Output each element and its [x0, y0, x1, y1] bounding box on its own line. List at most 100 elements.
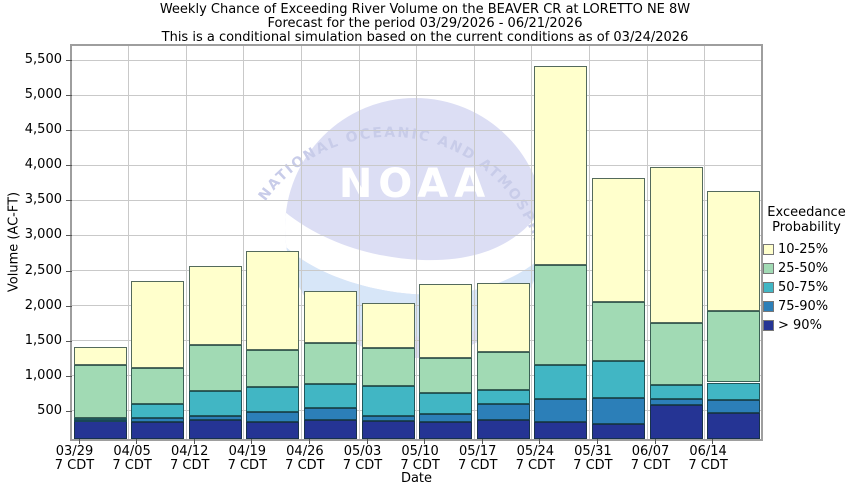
bar-segment-2550	[246, 349, 300, 388]
bar-segment-1025	[649, 166, 703, 324]
x-tick-label: 03/29 7 CDT	[46, 445, 104, 473]
bar-segment-7590	[188, 416, 242, 421]
x-gridline	[185, 46, 187, 439]
legend-swatch	[763, 263, 774, 274]
x-tick-label: 05/03 7 CDT	[334, 445, 392, 473]
chart-title: Weekly Chance of Exceeding River Volume …	[159, 2, 691, 17]
y-tick	[66, 270, 72, 272]
legend-label: 75-90%	[778, 299, 829, 314]
bar-segment-2550	[73, 365, 127, 418]
bar-segment-5075	[131, 403, 185, 419]
bar-segment-1025	[707, 191, 761, 311]
x-gridline	[531, 46, 533, 439]
bar-segment-1025	[476, 282, 530, 352]
bar-segment-7590	[476, 403, 530, 421]
bar-segment-2550	[476, 351, 530, 390]
bar-segment-90	[303, 420, 357, 439]
x-tick	[366, 439, 368, 444]
bar-segment-90	[131, 421, 185, 439]
bar-segment-90	[361, 421, 415, 439]
bar-segment-7590	[591, 397, 645, 424]
y-tick-label: 5,000	[24, 87, 62, 103]
bar-segment-5075	[361, 386, 415, 417]
bar-segment-90	[188, 420, 242, 439]
bar-segment-7590	[534, 399, 588, 422]
x-tick-time: 7 CDT	[573, 458, 613, 473]
bar-segment-7590	[303, 408, 357, 421]
x-tick-label: 05/17 7 CDT	[449, 445, 507, 473]
legend-swatch	[763, 282, 774, 293]
bar-segment-1025	[591, 177, 645, 303]
y-tick	[66, 130, 72, 132]
x-tick-time: 7 CDT	[515, 458, 556, 473]
bar-segment-5075	[303, 384, 357, 409]
x-tick-label: 04/19 7 CDT	[218, 445, 276, 473]
bar-segment-90	[476, 420, 530, 439]
x-tick-date: 05/03	[343, 444, 382, 459]
x-tick-date: 04/19	[228, 444, 267, 459]
noaa-ring-text: NATIONAL OCEANIC AND ATMOSPHERIC ADMINIS…	[72, 46, 552, 315]
bar-segment-7590	[649, 399, 703, 405]
bar-segment-2550	[534, 265, 588, 365]
bar-segment-5075	[707, 382, 761, 401]
legend-label: > 90%	[778, 318, 822, 333]
plot-area: NOAA NATIONAL OCEANIC AND ATMOSPHERIC AD…	[72, 46, 761, 439]
y-tick-label: 2,000	[24, 297, 62, 313]
x-tick-time: 7 CDT	[400, 458, 440, 473]
y-tick	[66, 340, 72, 342]
chart-subtitle: Forecast for the period 03/29/2026 - 06/…	[267, 16, 583, 31]
x-gridline	[646, 46, 648, 439]
x-tick	[654, 439, 656, 444]
bar-segment-7590	[246, 412, 300, 423]
y-tick	[66, 235, 72, 237]
x-tick	[539, 439, 541, 444]
y-tick-label: 500	[37, 402, 62, 418]
bar-segment-7590	[131, 418, 185, 422]
x-gridline	[588, 46, 590, 439]
legend-label: 10-25%	[778, 242, 829, 257]
x-gridline	[128, 46, 130, 439]
legend-item: 75-90%	[763, 297, 850, 316]
legend-swatch	[763, 320, 774, 331]
x-gridline	[473, 46, 475, 439]
bar-segment-5075	[188, 391, 242, 417]
x-tick-label: 05/31 7 CDT	[564, 445, 622, 473]
bar-segment-7590	[419, 414, 473, 422]
bar-segment-2550	[361, 348, 415, 386]
x-tick	[136, 439, 138, 444]
x-tick-date: 04/12	[170, 444, 209, 459]
x-tick-label: 05/10 7 CDT	[391, 445, 449, 473]
x-tick-date: 06/14	[689, 444, 727, 459]
bar-segment-5075	[591, 361, 645, 398]
y-tick-label: 1,000	[24, 367, 62, 383]
bar-segment-1025	[419, 283, 473, 359]
bar-segment-1025	[131, 281, 185, 369]
bar-segment-2550	[419, 358, 473, 394]
y-tick-label: 5,500	[24, 52, 62, 68]
y-tick	[66, 375, 72, 377]
bar-segment-90	[73, 421, 127, 439]
y-tick	[66, 200, 72, 202]
x-tick-label: 04/12 7 CDT	[161, 445, 219, 473]
bar-segment-1025	[534, 65, 588, 266]
x-tick-label: 05/24 7 CDT	[506, 445, 564, 473]
x-tick-label: 06/14 7 CDT	[679, 445, 737, 473]
x-tick-label: 06/07 7 CDT	[622, 445, 680, 473]
x-tick	[424, 439, 426, 444]
x-tick-date: 05/24	[516, 444, 555, 459]
x-tick-date: 05/17	[458, 444, 497, 459]
bar-segment-2550	[188, 345, 242, 392]
x-tick-time: 7 CDT	[688, 458, 728, 473]
bar-segment-1025	[246, 250, 300, 350]
x-tick	[308, 439, 310, 444]
legend-swatch	[763, 244, 774, 255]
x-gridline	[300, 46, 302, 439]
bar-segment-7590	[707, 400, 761, 414]
bar-segment-5075	[419, 393, 473, 415]
y-tick-label: 1,500	[24, 332, 62, 348]
bar-segment-7590	[73, 419, 127, 422]
x-gridline	[243, 46, 245, 439]
x-tick-date: 05/10	[401, 444, 439, 459]
bar-segment-2550	[131, 368, 185, 404]
x-gridline	[704, 46, 706, 439]
